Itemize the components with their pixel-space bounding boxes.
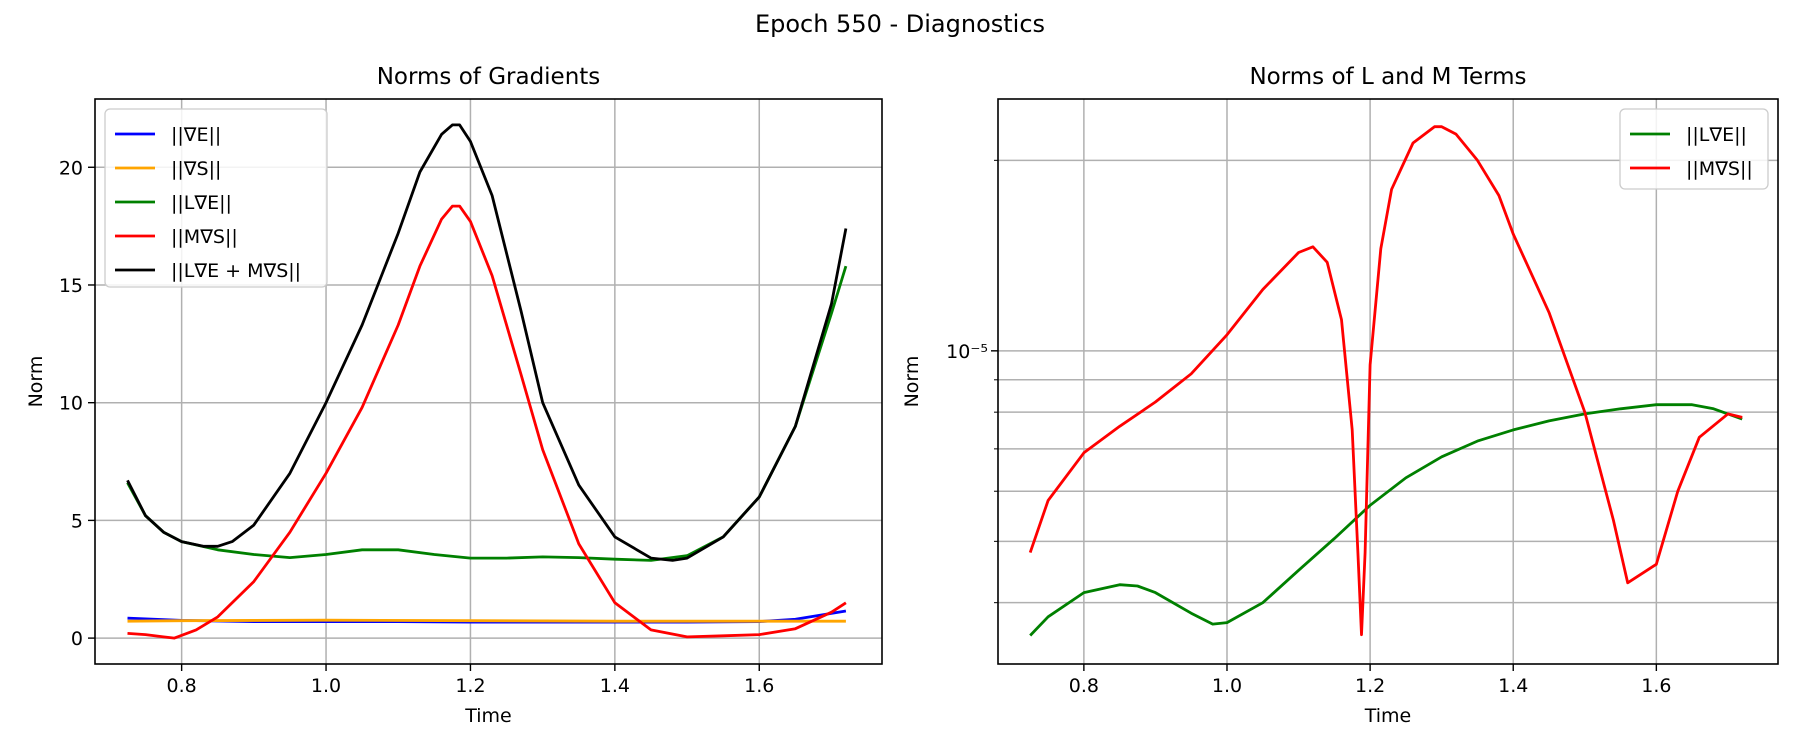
legend-label: ||L∇E + M∇S|| [171, 260, 301, 282]
legend: ||L∇E|| ||M∇S|| [1619, 108, 1769, 190]
series-line-1 [1028, 125, 1743, 637]
x-tick-label: 1.6 [744, 675, 774, 697]
right-plot-panel: 0.8 1.0 1.2 1.4 1.6 10⁻⁵ Norms of L and M Term… [901, 64, 1779, 727]
y-axis-label: Norm [25, 356, 47, 408]
x-tick-label: 1.4 [600, 675, 630, 697]
legend-label: ||M∇S|| [1686, 158, 1753, 180]
x-tick-label: 1.6 [1641, 675, 1671, 697]
plot-title: Norms of L and M Terms [1249, 64, 1526, 90]
series-line-4 [126, 123, 848, 562]
x-tick-label: 0.8 [1069, 675, 1099, 697]
legend-label: ||∇E|| [171, 124, 221, 146]
series-line-1 [127, 618, 846, 623]
series-line-3 [127, 204, 847, 640]
legend-label: ||L∇E|| [171, 192, 232, 214]
legend-box [104, 108, 328, 288]
series-line-2 [126, 265, 848, 562]
x-tick-label: 1.2 [455, 675, 485, 697]
x-tick-label: 0.8 [167, 675, 197, 697]
legend-label: ||∇S|| [171, 158, 221, 180]
figure-suptitle: Epoch 550 - Diagnostics [755, 10, 1045, 38]
y-axis-label: Norm [901, 356, 923, 408]
y-tick-label: 10⁻⁵ [946, 341, 988, 363]
x-tick-label: 1.0 [311, 675, 341, 697]
plot-title: Norms of Gradients [377, 64, 601, 90]
axes-frame [94, 98, 883, 665]
x-axis-label: Time [1364, 705, 1412, 727]
x-tick-label: 1.0 [1212, 675, 1242, 697]
legend: ||∇E|| ||∇S|| ||L∇E|| ||M∇S|| ||L∇E + M∇S|| [104, 108, 328, 288]
series-line-0 [1029, 403, 1743, 637]
y-tick-label: 20 [59, 157, 83, 179]
axes-frame [997, 98, 1779, 665]
x-tick-label: 1.4 [1498, 675, 1528, 697]
left-plot-panel: 0.8 1.0 1.2 1.4 1.6 0 5 10 15 20 Norms of Gradient… [25, 64, 883, 727]
y-tick-label: 0 [71, 628, 83, 650]
x-axis-label: Time [464, 705, 512, 727]
x-tick-label: 1.2 [1355, 675, 1385, 697]
legend-label: ||M∇S|| [171, 226, 238, 248]
y-tick-label: 10 [59, 393, 83, 415]
legend-label: ||L∇E|| [1686, 124, 1747, 146]
y-tick-label: 5 [71, 510, 83, 532]
y-tick-label: 15 [59, 275, 83, 297]
